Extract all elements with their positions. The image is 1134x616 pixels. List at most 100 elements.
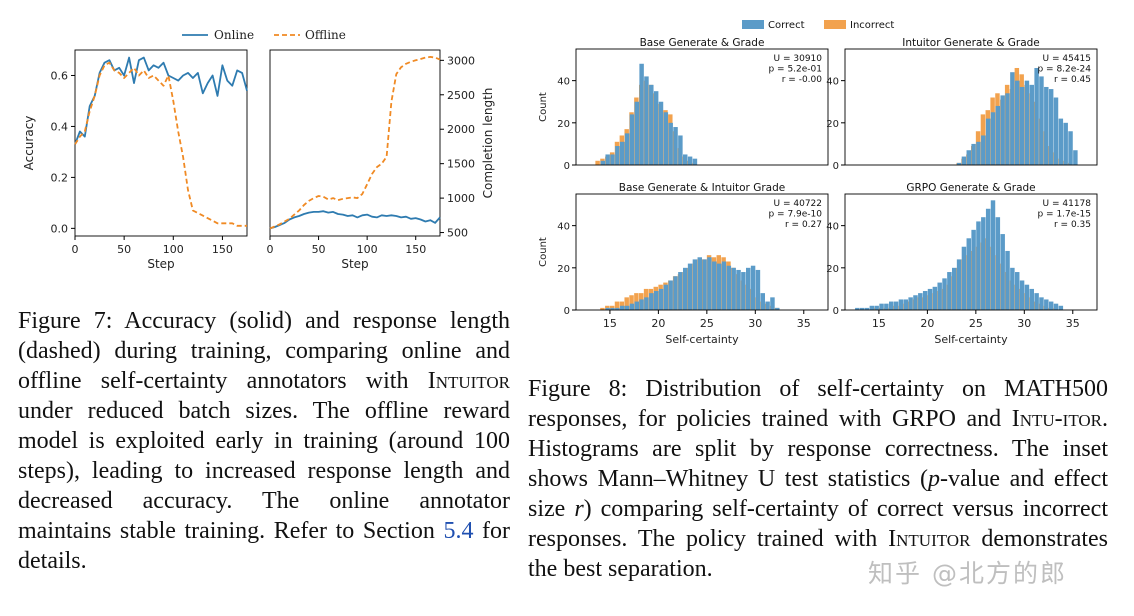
bar-correct: [874, 305, 879, 310]
bar-correct: [908, 297, 913, 310]
legend-correct-label: Correct: [768, 20, 805, 31]
bar-correct: [1053, 97, 1059, 165]
figure8-caption-post: demonstrates the best separation.: [528, 526, 1109, 582]
bar-correct: [1058, 305, 1064, 310]
bar-correct: [1000, 95, 1005, 165]
figure8-chart: Correct Incorrect Base Generate & Grade 0…: [538, 20, 1098, 346]
x-tick-label: 150: [212, 243, 233, 256]
y-tick-label: 0.2: [51, 171, 69, 184]
bar-correct: [629, 303, 635, 310]
x-axis-label: Self-certainty: [665, 333, 739, 346]
bar-correct: [624, 133, 630, 165]
axes-frame: [269, 49, 441, 237]
bar-correct: [770, 297, 775, 310]
bar-correct: [932, 286, 938, 310]
bar-correct: [1024, 284, 1030, 310]
figure8-panel-1: Base Generate & Grade 0 20 40 Count U = 30910…: [538, 37, 829, 172]
bar-correct: [687, 263, 693, 310]
x-tick-label: 100: [357, 243, 378, 256]
figure8-caption-intuitor-a: Intu-: [1011, 406, 1063, 432]
bar-correct: [620, 141, 625, 165]
bar-correct: [971, 229, 976, 310]
y-axis-label: Accuracy: [22, 116, 36, 171]
bar-correct: [620, 305, 625, 310]
y-axis-label: Count: [538, 92, 549, 122]
figure8-legend: Correct Incorrect: [742, 20, 894, 31]
bar-correct: [956, 259, 962, 310]
bar-correct: [605, 307, 610, 310]
inset-stat: p = 8.2e-24: [1037, 65, 1091, 75]
inset-stat: r = 0.45: [1054, 75, 1091, 85]
x-tick-label: 0: [267, 243, 274, 256]
x-tick-label: 20: [651, 317, 665, 330]
legend-incorrect-swatch: [824, 20, 846, 29]
figure7-caption: Figure 7: Accuracy (solid) and response …: [18, 306, 510, 576]
section-ref-link[interactable]: 5.4: [443, 518, 474, 544]
panel-title: Base Generate & Intuitor Grade: [619, 182, 785, 194]
bar-correct: [673, 276, 678, 310]
bar-correct: [683, 154, 688, 165]
panel-title: Base Generate & Grade: [640, 37, 765, 49]
bar-correct: [879, 303, 884, 310]
bar-correct: [1015, 80, 1020, 165]
bar-correct: [937, 282, 942, 310]
bar-correct: [721, 261, 727, 310]
y-tick-label: 0: [564, 161, 570, 172]
bar-correct: [942, 278, 947, 310]
bar-correct: [760, 293, 765, 310]
watermark: 知乎 @北方的郎: [868, 559, 1067, 588]
series-line-offline: [269, 56, 441, 230]
bar-correct: [995, 217, 1001, 310]
y-tick-label: 40: [826, 222, 839, 233]
y-tick-label: 20: [557, 119, 570, 130]
bar-correct: [639, 299, 644, 310]
x-axis-label: Self-certainty: [934, 333, 1008, 346]
figure8-caption-mid3: ) comparing self-certainty of correct ve…: [528, 496, 1109, 552]
bar-correct: [1015, 272, 1020, 310]
bar-correct: [1000, 234, 1005, 310]
figure8-caption-mid: . Histograms are split by response corre…: [528, 406, 1109, 492]
bar-correct: [653, 91, 659, 165]
figure7-legend: Online Offline: [182, 28, 346, 42]
y-tick-label: 3000: [447, 54, 475, 67]
inset-stat: r = 0.35: [1054, 220, 1091, 230]
y-tick-label: 0.6: [51, 69, 69, 82]
x-tick-label: 0: [72, 243, 79, 256]
bar-correct: [922, 291, 928, 310]
legend-correct-swatch: [742, 20, 764, 29]
y-tick-label: 20: [826, 264, 839, 275]
x-tick-label: 15: [872, 317, 886, 330]
bar-correct: [741, 272, 746, 310]
figure7-caption-mid: under reduced batch sizes. The offline r…: [18, 398, 510, 544]
bar-correct: [981, 217, 986, 310]
axes-frame: [844, 193, 1098, 311]
bar-correct: [716, 263, 722, 310]
panel-title: Intuitor Generate & Grade: [902, 37, 1040, 49]
y-tick-label: 0.0: [51, 222, 69, 235]
y-axis-label: Completion length: [481, 88, 495, 199]
figure7-caption-post: for details.: [18, 518, 511, 574]
bar-correct: [692, 158, 698, 165]
bar-correct: [966, 238, 971, 310]
x-tick-label: 25: [700, 317, 714, 330]
bar-correct: [985, 118, 991, 165]
inset-stat: p = 5.2e-01: [768, 65, 822, 75]
bar-correct: [658, 288, 664, 310]
figure8-panel-2: Intuitor Generate & Grade 0 20 40 U = 45415p…: [826, 37, 1098, 172]
bar-correct: [1058, 118, 1064, 165]
figure8-panel-3: Base Generate & Intuitor Grade 0 20 40 Count…: [538, 182, 829, 346]
y-tick-label: 1500: [447, 158, 475, 171]
bar-incorrect: [614, 301, 620, 310]
bar-correct: [1010, 72, 1015, 165]
y-tick-label: 0: [833, 161, 839, 172]
bar-correct: [961, 246, 967, 310]
x-tick-label: 50: [312, 243, 326, 256]
inset-stat: U = 41178: [1043, 199, 1092, 209]
y-tick-label: 20: [826, 119, 839, 130]
x-tick-label: 30: [748, 317, 762, 330]
bar-correct: [736, 269, 741, 310]
bar-correct: [918, 293, 923, 310]
figure8-caption-r: r: [574, 496, 584, 522]
legend-offline-label: Offline: [305, 28, 346, 42]
y-tick-label: 40: [557, 222, 570, 233]
